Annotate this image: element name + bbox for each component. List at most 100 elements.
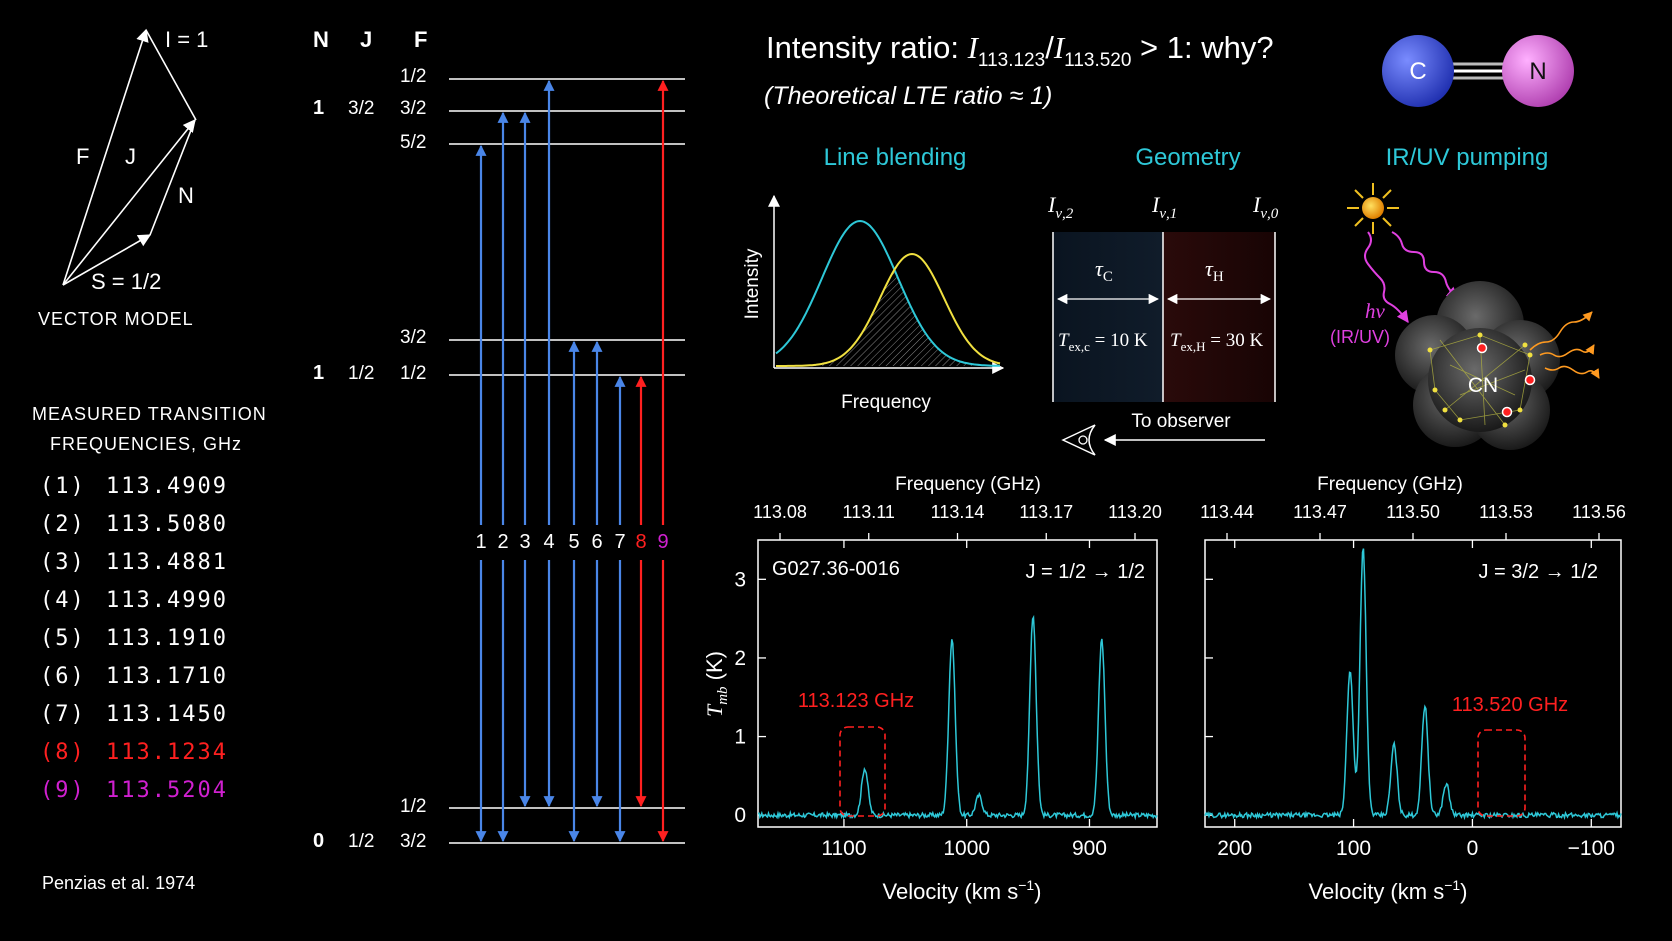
top-tick-label: 113.44 <box>1200 502 1254 522</box>
panel-title-blending: Line blending <box>824 144 967 171</box>
label-F: F <box>76 144 89 169</box>
J-label-upper-a: 3/2 <box>348 98 374 119</box>
left-plot-frame <box>757 539 1158 828</box>
I-nu-1: Iν,1 <box>1151 192 1177 222</box>
carbon-atom <box>1382 35 1454 107</box>
vector-model-caption: VECTOR MODEL <box>38 309 194 329</box>
transition-number-8: 8 <box>635 531 646 553</box>
frequency-value: 113.4909 <box>106 474 228 499</box>
header-F: F <box>414 27 427 52</box>
right-xlabel: Velocity (km s−1) <box>1309 877 1468 904</box>
energy-level-diagram: N J F 1/2 1 3/2 3/2 5/2 3/2 1 1/2 1/2 1/… <box>313 27 685 852</box>
right-highlight-label: 113.520 GHz <box>1452 694 1568 716</box>
label-J: J <box>125 144 136 169</box>
top-tick-label: 113.50 <box>1386 502 1440 522</box>
top-tick-label: 113.20 <box>1108 502 1162 522</box>
left-top-axis-title: Frequency (GHz) <box>895 474 1041 495</box>
left-spectrum-line <box>757 614 1158 821</box>
measured-frequencies: MEASURED TRANSITION FREQUENCIES, GHz (1)… <box>32 404 267 893</box>
transition-number-5: 5 <box>568 531 579 553</box>
top-tick-label: 113.17 <box>1019 502 1073 522</box>
top-tick-label: 113.47 <box>1293 502 1347 522</box>
transition-number-4: 4 <box>543 531 554 553</box>
frequency-value: 113.1910 <box>106 626 228 651</box>
page-title: Intensity ratio: I113.123/I113.520 > 1: … <box>766 30 1274 71</box>
frequency-index: (9) <box>40 778 86 803</box>
svg-text:C: C <box>1409 58 1426 85</box>
overlap-hatch <box>776 270 1000 366</box>
measured-title-line2: FREQUENCIES, GHz <box>50 434 242 454</box>
x-tick-label: 900 <box>1072 837 1107 860</box>
right-axis-ticks: 200 100 0 −100 <box>1205 540 1615 860</box>
y-tick-label: 1 <box>734 726 746 749</box>
emission-1 <box>1529 311 1593 351</box>
frequency-value: 113.1710 <box>106 664 228 689</box>
label-S: S = 1/2 <box>91 269 161 294</box>
x-tick-label: 0 <box>1467 837 1479 860</box>
vector-J <box>62 119 196 286</box>
transition-number-7: 7 <box>614 531 625 553</box>
header: Intensity ratio: I113.123/I113.520 > 1: … <box>764 30 1574 110</box>
photon-wave-1 <box>1364 231 1409 323</box>
right-top-ticks: 113.44 113.47 113.50 113.53 113.56 <box>1200 502 1626 540</box>
frequency-row: (7) 113.1450 <box>40 702 228 727</box>
Tex-hot: Tex,H = 30 K <box>1170 330 1263 354</box>
emission-2 <box>1539 344 1595 358</box>
F-label-2: 3/2 <box>400 98 426 119</box>
frequency-value: 113.4990 <box>106 588 228 613</box>
label-N: N <box>178 183 194 208</box>
x-tick-label: −100 <box>1568 837 1615 860</box>
panel-title-pumping: IR/UV pumping <box>1386 144 1549 171</box>
header-J: J <box>360 27 372 52</box>
left-xlabel: Velocity (km s−1) <box>883 877 1042 904</box>
top-tick-label: 113.14 <box>931 502 985 522</box>
spectrum-left: Frequency (GHz) 113.08 113.11 113.14 113.17… <box>702 474 1162 904</box>
frequency-index: (6) <box>40 664 86 689</box>
x-tick-label: 1100 <box>821 837 866 860</box>
Tex-cold: Tex,c = 10 K <box>1058 330 1148 354</box>
measured-title-line1: MEASURED TRANSITION <box>32 404 267 424</box>
panel-line-blending: Line blending Intensity Frequency <box>742 144 1005 413</box>
frequency-index: (1) <box>40 474 86 499</box>
x-tick-label: 200 <box>1217 837 1252 860</box>
x-tick-label: 1000 <box>943 837 990 860</box>
transition-number-2: 2 <box>497 531 508 553</box>
left-top-ticks: 113.08 113.11 113.14 113.17 113.20 <box>753 502 1162 540</box>
frequency-value: 113.5204 <box>106 778 228 803</box>
I-nu-2: Iν,2 <box>1047 192 1074 222</box>
cn-molecule: C N <box>1382 35 1574 107</box>
cold-layer <box>1053 232 1163 402</box>
photon-wave-2 <box>1391 231 1459 299</box>
frequency-index: (2) <box>40 512 86 537</box>
vector-model: I = 1 F J N S = 1/2 VECTOR MODEL <box>38 27 208 329</box>
header-N: N <box>313 27 329 52</box>
x-tick-label: 100 <box>1336 837 1371 860</box>
blending-xlabel: Frequency <box>841 392 931 413</box>
frequency-row: (9) 113.5204 <box>40 778 228 803</box>
y-tick-label: 3 <box>734 568 746 591</box>
panel-geometry: Geometry Iν,2 Iν,1 Iν,0 τC τH Tex,c = 10… <box>1047 144 1279 456</box>
frequency-value: 113.5080 <box>106 512 228 537</box>
frequency-row: (2) 113.5080 <box>40 512 228 537</box>
top-tick-label: 113.56 <box>1572 502 1626 522</box>
emission-3 <box>1544 365 1600 379</box>
N-label-upper-a: 1 <box>313 97 324 119</box>
F-label-1: 1/2 <box>400 66 426 87</box>
top-tick-label: 113.08 <box>753 502 807 522</box>
N-label-lower: 0 <box>313 830 324 852</box>
spectrum-right: Frequency (GHz) 113.44 113.47 113.50 113.53… <box>1200 474 1626 904</box>
label-I: I = 1 <box>165 27 208 52</box>
frequency-list: (1) 113.4909 (2) 113.5080 (3) 113.4881 (4) 113.… <box>40 474 228 803</box>
frequency-value: 113.1450 <box>106 702 228 727</box>
band-label: (IR/UV) <box>1330 327 1390 347</box>
vector-I <box>145 29 197 121</box>
gaussian-1 <box>775 219 1000 367</box>
nitrogen-atom <box>1502 35 1574 107</box>
left-ylabel: Tmb (K) <box>702 651 731 717</box>
frequency-row: (4) 113.4990 <box>40 588 228 613</box>
frequency-index: (4) <box>40 588 86 613</box>
left-transition: J = 1/2 → 1/2 <box>1025 561 1145 583</box>
y-tick-label: 2 <box>734 647 746 670</box>
